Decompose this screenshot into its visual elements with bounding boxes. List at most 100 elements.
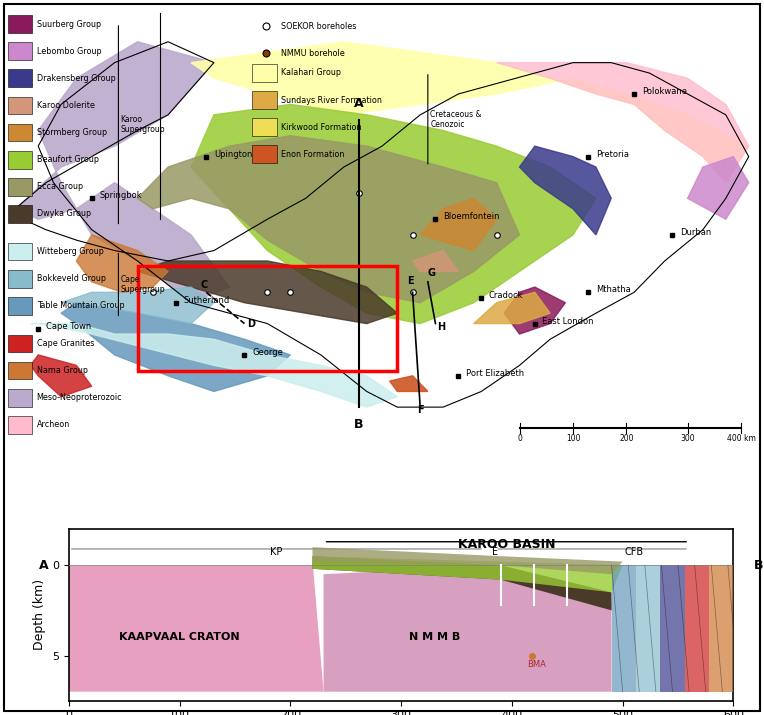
Polygon shape [685,566,709,691]
Text: George: George [252,348,283,357]
Polygon shape [76,235,168,292]
Text: BMA: BMA [527,660,545,669]
Bar [8,297,32,315]
Polygon shape [520,146,611,235]
Text: 100: 100 [566,434,580,443]
Polygon shape [191,41,749,182]
Text: Kalahari Group: Kalahari Group [281,69,342,77]
Text: Lebombo Group: Lebombo Group [37,46,102,56]
Text: KAAPVAAL CRATON: KAAPVAAL CRATON [119,633,240,643]
Bar [8,178,32,196]
Polygon shape [61,302,290,392]
Text: Stormberg Group: Stormberg Group [37,128,107,137]
Text: Mthatha: Mthatha [596,285,630,295]
Text: D: D [247,320,254,330]
Bar [8,42,32,60]
Text: Drakensberg Group: Drakensberg Group [37,74,115,83]
Text: KP: KP [270,547,282,557]
Polygon shape [611,566,636,691]
Bar [8,97,32,114]
Text: Durban: Durban [680,228,711,237]
Bar [8,270,32,287]
Bar [252,118,277,136]
Text: Kirkwood Formation: Kirkwood Formation [281,123,361,132]
Bar [252,91,277,109]
Y-axis label: Depth (km): Depth (km) [34,579,47,651]
Bar [252,64,277,82]
Text: Sutherland: Sutherland [183,296,230,305]
Polygon shape [474,292,550,324]
Polygon shape [31,324,397,407]
Text: E: E [492,547,498,557]
Polygon shape [497,63,749,182]
Polygon shape [660,566,685,691]
Bar [8,151,32,169]
Text: Bloemfontein: Bloemfontein [443,212,500,221]
Text: East London: East London [542,317,594,325]
Text: SOEKOR boreholes: SOEKOR boreholes [281,21,357,31]
Bar [8,335,32,352]
Text: B: B [354,418,364,430]
Text: 200: 200 [620,434,633,443]
Text: B: B [753,558,763,572]
Text: Springbok: Springbok [99,192,142,200]
Polygon shape [709,566,733,691]
Text: Table Mountain Group: Table Mountain Group [37,301,125,310]
Text: A: A [39,558,49,572]
Polygon shape [312,556,611,611]
Polygon shape [324,566,611,691]
Text: Meso-Neoproterozoic: Meso-Neoproterozoic [37,393,122,403]
Text: Enon Formation: Enon Formation [281,149,345,159]
Polygon shape [31,355,92,397]
Text: Polokwane: Polokwane [642,87,687,96]
Text: E: E [407,277,414,287]
Text: Bokkeveld Group: Bokkeveld Group [37,275,105,283]
Text: C: C [200,280,207,290]
Polygon shape [138,261,397,324]
Text: 0: 0 [517,434,522,443]
Text: Nama Group: Nama Group [37,366,88,375]
Text: Cape Granites: Cape Granites [37,339,94,348]
Polygon shape [61,287,214,324]
Text: Beaufort Group: Beaufort Group [37,155,99,164]
Text: Suurberg Group: Suurberg Group [37,19,101,29]
Text: KAROO BASIN: KAROO BASIN [458,538,555,551]
Polygon shape [69,560,324,691]
Bar [252,145,277,163]
Text: CFB: CFB [624,547,643,557]
Text: NMMU borehole: NMMU borehole [281,49,345,58]
Bar [8,205,32,223]
Text: Pretoria: Pretoria [596,149,629,159]
Bar [8,69,32,87]
Text: 300: 300 [680,434,695,443]
Bar [8,242,32,260]
Text: Sundays River Formation: Sundays River Formation [281,96,382,104]
Text: Karoo
Supergroup: Karoo Supergroup [121,115,165,134]
Polygon shape [688,157,749,220]
Polygon shape [191,104,596,324]
Text: H: H [437,322,445,332]
Text: G: G [428,267,435,277]
Polygon shape [420,198,497,250]
Text: A: A [354,97,364,109]
Text: N M M B: N M M B [409,633,460,643]
Bar [138,266,397,370]
Text: Upington: Upington [214,149,252,159]
Polygon shape [390,376,428,392]
Polygon shape [312,556,623,592]
Text: Ecca Group: Ecca Group [37,182,83,192]
Polygon shape [636,566,660,691]
Bar [8,124,32,142]
Polygon shape [413,250,458,272]
Text: Cretaceous &
Cenozoic: Cretaceous & Cenozoic [430,109,481,129]
Polygon shape [504,287,565,334]
Polygon shape [15,41,229,302]
Text: Port Elizabeth: Port Elizabeth [466,369,524,378]
Text: Karoo Dolerite: Karoo Dolerite [37,101,95,110]
Bar [8,389,32,407]
Text: F: F [417,405,424,415]
Polygon shape [312,547,623,574]
Bar [8,15,32,33]
Polygon shape [138,136,520,302]
Text: Dwyka Group: Dwyka Group [37,209,91,219]
